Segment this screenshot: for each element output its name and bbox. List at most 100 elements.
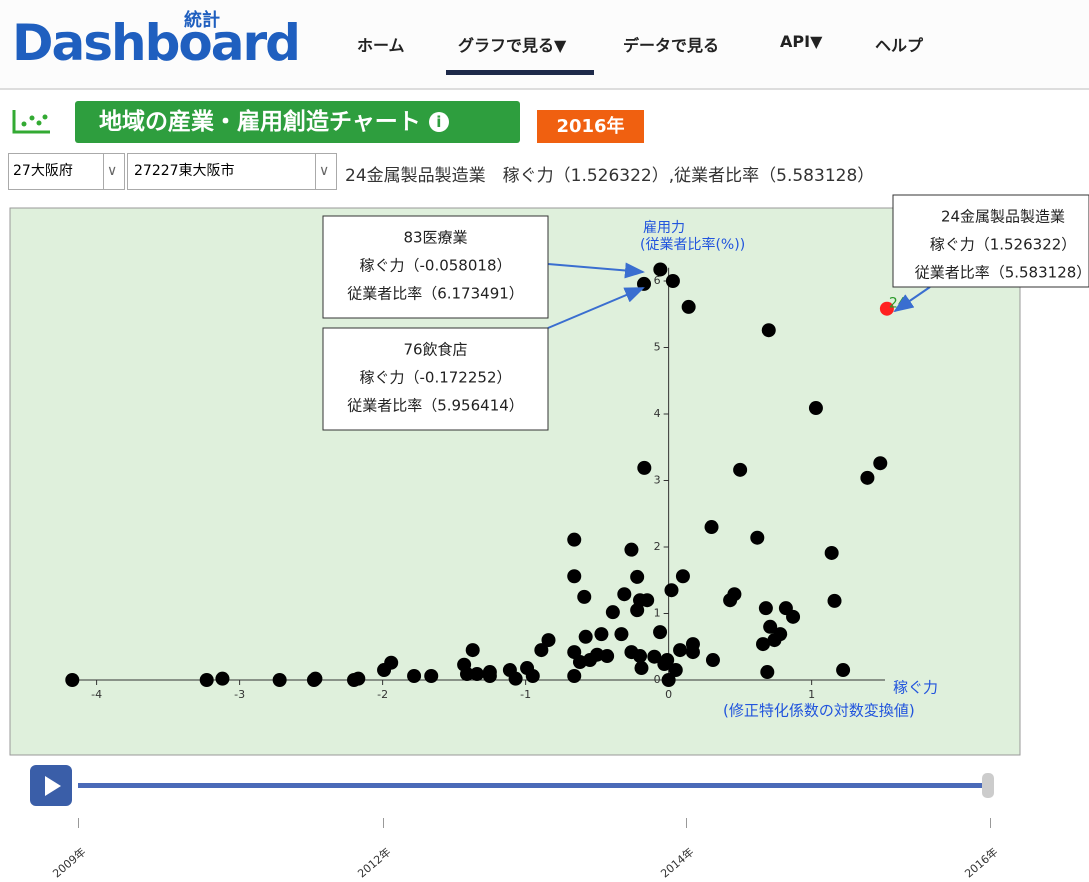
- y-tick-label: 6: [654, 274, 661, 287]
- callout-text: 従業者比率（6.173491）: [347, 285, 524, 303]
- select-value: 27大阪府: [13, 163, 73, 179]
- point: [704, 520, 719, 535]
- point: [470, 667, 485, 682]
- info-icon[interactable]: i: [428, 112, 449, 132]
- slider: 2009年 2012年 2014年 2016年: [0, 760, 1089, 880]
- point: [664, 583, 679, 598]
- point: [763, 619, 778, 634]
- point: [647, 649, 662, 664]
- select[interactable]: 27大阪府 ∨: [8, 153, 125, 190]
- point: [824, 545, 839, 560]
- callout-box: [322, 327, 549, 431]
- point: [465, 643, 480, 658]
- y-tick-label: 3: [654, 474, 661, 487]
- point: [750, 530, 765, 545]
- point: [756, 637, 771, 652]
- logo[interactable]: Dashboard: [12, 14, 301, 72]
- x-axis-title: 稼ぐ力: [893, 679, 938, 697]
- point: [758, 601, 773, 616]
- title-bar: 地域の産業・雇用創造チャート i: [75, 101, 520, 143]
- point: [424, 669, 439, 684]
- point: [600, 649, 615, 664]
- select[interactable]: 27227東大阪市 ∨: [127, 153, 337, 190]
- nav-item[interactable]: データで見る: [623, 36, 720, 55]
- x-tick-label: 1: [808, 688, 815, 701]
- point: [773, 627, 788, 642]
- y-axis-title: (従業者比率(%)): [640, 236, 745, 253]
- chart-icon: [12, 110, 50, 134]
- x-axis-title: (修正特化係数の対数変換値): [723, 702, 915, 720]
- nav-item[interactable]: API▼: [780, 32, 823, 51]
- point: [640, 593, 655, 608]
- slider-year: 2009年: [50, 845, 89, 881]
- selected-info: 24金属製品製造業 稼ぐ力（1.526322）,従業者比率（5.583128）: [345, 166, 875, 186]
- y-tick-label: 4: [654, 407, 661, 420]
- callout-text: 76飲食店: [403, 341, 467, 359]
- callout-text: 83医療業: [403, 229, 467, 247]
- point: [634, 661, 649, 676]
- slider-track: [78, 783, 988, 788]
- play-button[interactable]: [30, 765, 72, 806]
- point: [661, 673, 676, 687]
- nav-item[interactable]: ホーム: [357, 36, 405, 55]
- callout-box: [892, 194, 1089, 288]
- point: [508, 671, 523, 686]
- point: [577, 589, 592, 604]
- x-tick-label: -2: [377, 688, 388, 701]
- point: [653, 262, 668, 277]
- point: [534, 643, 549, 658]
- point: [351, 671, 366, 686]
- point: [675, 569, 690, 584]
- slider-tick: [78, 818, 79, 828]
- slider-year: 2014年: [658, 845, 697, 881]
- point: [637, 460, 652, 475]
- point: [578, 629, 593, 644]
- point: [630, 603, 645, 618]
- y-tick-label: 2: [654, 540, 661, 553]
- point: [860, 470, 875, 485]
- x-tick-label: -3: [234, 688, 245, 701]
- point: [272, 673, 287, 687]
- point: [567, 532, 582, 547]
- y-axis-title: 雇用力: [643, 219, 685, 236]
- point: [760, 665, 775, 680]
- nav-item[interactable]: ヘルプ: [875, 36, 924, 55]
- slider-year: 2016年: [962, 845, 1001, 881]
- point: [733, 462, 748, 477]
- select-value: 27227東大阪市: [134, 163, 235, 179]
- point: [668, 663, 683, 678]
- point: [605, 605, 620, 620]
- callout-arrow: [893, 286, 931, 313]
- point: [308, 671, 323, 686]
- point: [786, 609, 801, 624]
- point: [541, 633, 556, 648]
- point: [630, 569, 645, 584]
- slider-tick: [686, 818, 687, 828]
- x-tick-label: -1: [520, 688, 531, 701]
- nav-underline: [446, 70, 594, 75]
- point: [215, 671, 230, 686]
- point: [653, 625, 668, 640]
- y-tick-label: 1: [654, 607, 661, 620]
- slider-handle[interactable]: [982, 773, 994, 798]
- point: [727, 587, 742, 602]
- point: [459, 667, 474, 682]
- point: [624, 542, 639, 557]
- callout-text: 従業者比率（5.583128）: [915, 264, 1089, 282]
- callout-arrow: [547, 262, 645, 279]
- point: [827, 593, 842, 608]
- year-badge: 2016年: [537, 110, 644, 143]
- y-tick-label: 5: [654, 341, 661, 354]
- callout-text: 稼ぐ力（-0.058018）: [360, 257, 512, 275]
- title: 地域の産業・雇用創造チャート: [99, 109, 421, 135]
- point: [594, 627, 609, 642]
- y-tick-label: 0: [654, 673, 661, 686]
- x-tick-label: -4: [91, 688, 102, 701]
- point: [633, 649, 648, 664]
- nav-item[interactable]: グラフで見る▼: [458, 36, 567, 55]
- callout-text: 24金属製品製造業: [941, 208, 1065, 226]
- point: [614, 627, 629, 642]
- point: [673, 643, 688, 658]
